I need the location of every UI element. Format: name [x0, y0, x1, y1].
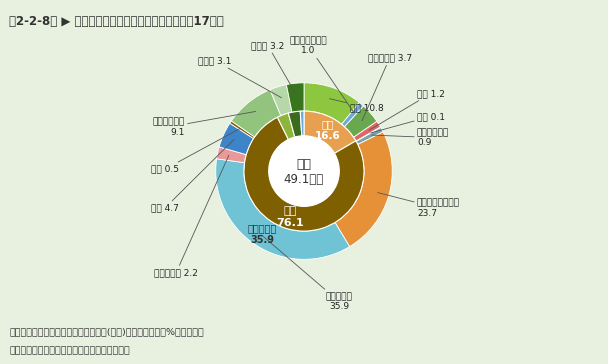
Text: 49.1万人: 49.1万人: [284, 173, 324, 186]
Text: 電気・通信
35.9: 電気・通信 35.9: [247, 223, 277, 245]
Text: 機械・船舶・航空
23.7: 機械・船舶・航空 23.7: [378, 193, 460, 218]
Wedge shape: [232, 90, 281, 137]
Text: 資料：総務省統計局「科学技術研究調査報告」: 資料：総務省統計局「科学技術研究調査報告」: [9, 346, 130, 355]
Text: 材料 4.7: 材料 4.7: [151, 139, 234, 213]
Text: その他の理学
0.9: その他の理学 0.9: [372, 128, 449, 147]
Wedge shape: [277, 113, 295, 139]
Wedge shape: [288, 111, 302, 137]
Text: 土木・建築 2.2: 土木・建築 2.2: [154, 155, 229, 277]
Wedge shape: [304, 83, 359, 124]
Wedge shape: [244, 117, 364, 231]
Text: 電気・通信
35.9: 電気・通信 35.9: [261, 235, 353, 311]
Text: 第2-2-8図 ▶ 企業等の研究者の専門別構成比（平成17年）: 第2-2-8図 ▶ 企業等の研究者の専門別構成比（平成17年）: [9, 15, 224, 28]
Text: 総数: 総数: [297, 158, 311, 171]
Text: その他の工学
9.1: その他の工学 9.1: [153, 111, 256, 136]
Wedge shape: [219, 123, 254, 155]
Text: 注）数字は企業等全体の研究者の人数(頭数)に占める割合（%）である。: 注）数字は企業等全体の研究者の人数(頭数)に占める割合（%）である。: [9, 328, 204, 337]
Text: 化学 10.8: 化学 10.8: [330, 99, 384, 112]
Wedge shape: [356, 127, 381, 142]
Wedge shape: [342, 102, 364, 127]
Text: 数学・物理 3.7: 数学・物理 3.7: [362, 54, 412, 121]
Text: 繊維 0.5: 繊維 0.5: [151, 128, 240, 174]
Wedge shape: [216, 147, 246, 163]
Text: 工学
76.1: 工学 76.1: [277, 206, 304, 228]
Wedge shape: [335, 132, 392, 247]
Wedge shape: [300, 111, 304, 136]
Text: 地学 0.1: 地学 0.1: [371, 112, 445, 133]
Wedge shape: [270, 84, 292, 116]
Wedge shape: [356, 127, 383, 145]
Wedge shape: [216, 159, 350, 259]
Text: 生物 1.2: 生物 1.2: [369, 89, 445, 130]
Wedge shape: [230, 121, 255, 139]
Text: 保健計 3.2: 保健計 3.2: [251, 41, 296, 95]
Wedge shape: [345, 106, 377, 137]
Text: 人文・社会科学
1.0: 人文・社会科学 1.0: [289, 36, 354, 113]
Wedge shape: [354, 122, 381, 141]
Text: 理学
16.6: 理学 16.6: [315, 119, 340, 141]
Wedge shape: [286, 83, 304, 112]
Circle shape: [269, 136, 339, 206]
Wedge shape: [304, 111, 356, 153]
Text: 農学計 3.1: 農学計 3.1: [198, 56, 282, 98]
